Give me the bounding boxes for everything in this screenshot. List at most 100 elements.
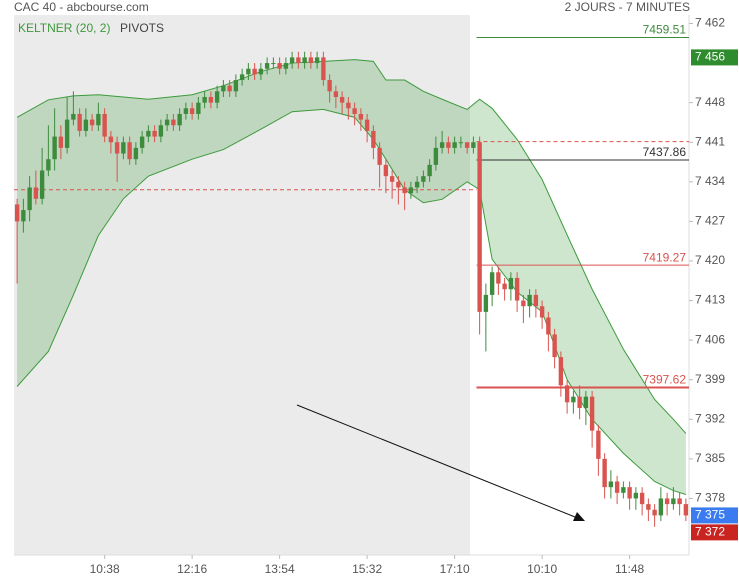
- x-tick-label: 11:48: [615, 562, 644, 576]
- candle-body: [308, 57, 314, 64]
- candle-body: [433, 147, 439, 165]
- candle-body: [389, 176, 395, 182]
- level-label: 7397.62: [643, 373, 687, 387]
- candle-body: [421, 176, 426, 182]
- x-tick-label: 17:10: [440, 562, 470, 576]
- candle-body: [677, 498, 682, 505]
- candle-body: [333, 91, 339, 97]
- candle-body: [264, 63, 270, 69]
- x-tick-label: 10:10: [527, 562, 557, 576]
- candle-body: [658, 498, 664, 516]
- candle-body: [27, 187, 32, 211]
- level-label: 7437.86: [643, 145, 687, 159]
- candle-body: [52, 136, 57, 160]
- candle-body: [571, 396, 576, 403]
- candle-body: [377, 147, 382, 165]
- candle-body: [402, 187, 407, 194]
- candle-body: [102, 113, 107, 137]
- price-tag: [691, 507, 738, 524]
- candle-body: [239, 74, 245, 81]
- candle-body: [164, 119, 170, 126]
- candle-body: [33, 187, 39, 199]
- trend-arrow: [296, 404, 581, 520]
- candle-body: [127, 142, 132, 160]
- candle-body: [408, 187, 414, 194]
- candle-body: [496, 272, 501, 284]
- indicator-label: KELTNER (20, 2): [18, 21, 110, 35]
- candle-body: [146, 130, 151, 137]
- candle-body: [471, 142, 476, 148]
- candle-body: [564, 385, 570, 403]
- candle-body: [446, 142, 451, 148]
- level-label: 7459.51: [643, 23, 687, 37]
- trend-arrow-head: [573, 512, 585, 521]
- y-tick-label: 7 448: [695, 95, 725, 109]
- candle-body: [652, 509, 657, 516]
- candle-body: [458, 142, 464, 144]
- candle-body: [108, 136, 114, 143]
- candle-body: [477, 142, 482, 312]
- y-tick-label: 7 434: [695, 174, 725, 188]
- candle-body: [246, 68, 251, 75]
- candle-body: [346, 102, 351, 109]
- candle-body: [83, 119, 89, 131]
- candle-body: [383, 164, 389, 177]
- candle-body: [558, 357, 564, 386]
- candle-body: [608, 481, 614, 488]
- candle-body: [552, 334, 557, 358]
- candle-body: [646, 504, 651, 510]
- price-tag-label: 7 456: [695, 50, 725, 64]
- candle-body: [46, 159, 51, 171]
- y-tick-label: 7 392: [695, 411, 725, 425]
- x-tick-label: 12:16: [177, 562, 207, 576]
- candle-body: [327, 80, 332, 92]
- candle-body: [196, 102, 201, 114]
- y-tick-label: 7 420: [695, 253, 725, 267]
- price-tag-label: 7 375: [695, 508, 725, 522]
- x-tick-label: 10:38: [90, 562, 120, 576]
- candle-body: [252, 68, 257, 75]
- y-tick-label: 7 413: [695, 293, 725, 307]
- x-tick-label: 13:54: [265, 562, 295, 576]
- candle-body: [271, 63, 276, 65]
- candle-body: [71, 113, 76, 120]
- candle-body: [64, 119, 70, 148]
- candle-body: [14, 204, 20, 222]
- candle-body: [214, 91, 220, 103]
- candle-body: [314, 57, 320, 64]
- candle-body: [427, 164, 432, 177]
- candle-body: [396, 181, 401, 188]
- candle-body: [139, 136, 145, 148]
- chart-title: CAC 40 - abcbourse.com: [14, 0, 149, 14]
- candle-body: [583, 396, 589, 408]
- keltner-area: [17, 59, 686, 495]
- x-tick-label: 15:32: [352, 562, 382, 576]
- candle-body: [189, 108, 195, 114]
- candle-body: [639, 492, 645, 505]
- y-tick-label: 7 378: [695, 491, 725, 505]
- candle-body: [177, 113, 182, 126]
- candle-body: [21, 210, 26, 222]
- candle-body: [633, 492, 639, 499]
- indicator-label: PIVOTS: [120, 21, 164, 35]
- y-tick-label: 7 462: [695, 16, 725, 30]
- candle-body: [483, 294, 489, 312]
- candle-body: [321, 57, 326, 81]
- candle-body: [414, 181, 420, 188]
- candle-body: [289, 57, 295, 64]
- y-tick-label: 7 385: [695, 451, 725, 465]
- candle-body: [614, 481, 620, 493]
- candle-body: [227, 85, 232, 92]
- candle-body: [452, 142, 457, 148]
- level-label: 7419.27: [643, 250, 687, 264]
- candle-body: [371, 130, 376, 148]
- candle-body: [502, 283, 507, 290]
- price-tag: [691, 524, 738, 541]
- candle-body: [621, 487, 626, 493]
- candle-body: [358, 113, 364, 120]
- candle-body: [546, 317, 551, 335]
- candle-body: [171, 119, 176, 126]
- y-tick-label: 7 441: [695, 134, 725, 148]
- candle-body: [533, 294, 539, 307]
- chart-subtitle: 2 JOURS - 7 MINUTES: [565, 0, 690, 14]
